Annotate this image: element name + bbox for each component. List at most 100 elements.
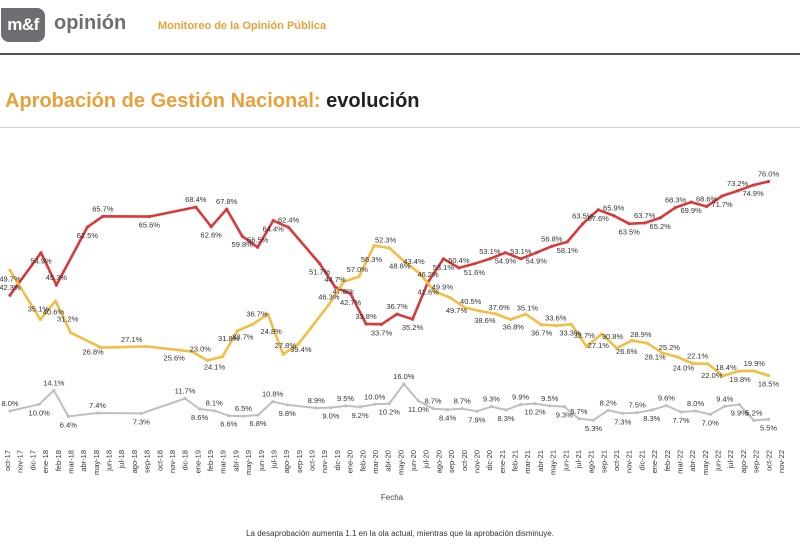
data-point-gray: [504, 408, 508, 412]
data-point-yellow: [554, 324, 558, 328]
data-label-yellow: 22.1%: [687, 352, 709, 361]
x-tick-label: nov-18: [168, 450, 177, 473]
data-point-red: [39, 251, 43, 255]
data-label-gray: 7.5%: [629, 401, 646, 410]
data-label-yellow: 23.0%: [190, 344, 212, 353]
data-label-yellow: 18.5%: [758, 380, 780, 389]
data-point-red: [565, 240, 569, 244]
data-point-yellow: [675, 355, 680, 359]
data-point-yellow: [600, 332, 604, 336]
data-point-gray: [8, 409, 12, 413]
data-label-gray: 9.5%: [541, 394, 558, 403]
data-label-yellow: 31.8%: [218, 334, 240, 343]
data-point-gray: [95, 411, 100, 415]
data-point-red: [457, 266, 461, 270]
data-label-yellow: 27.8%: [275, 341, 297, 350]
x-tick-label: dic-19: [333, 450, 342, 470]
data-point-red: [441, 257, 445, 261]
data-label-red: 73.2%: [727, 179, 749, 188]
data-point-red: [333, 285, 337, 289]
data-point-gray: [606, 408, 610, 412]
data-point-yellow: [524, 312, 528, 316]
page-title: Aprobación de Gestión Nacional: evolució…: [5, 90, 420, 113]
x-tick-label: feb-19: [206, 450, 215, 471]
data-label-red: 63.5%: [619, 228, 641, 237]
data-point-gray: [66, 414, 70, 418]
x-tick-label: ago-22: [739, 450, 748, 473]
data-point-yellow: [357, 275, 361, 279]
data-label-yellow: 36.7%: [531, 329, 553, 338]
data-point-red: [766, 179, 771, 184]
x-tick-label: dic-20: [485, 450, 494, 470]
data-label-gray: 8.7%: [424, 397, 441, 406]
x-tick-label: may-22: [701, 450, 710, 475]
data-point-red: [209, 225, 213, 229]
data-point-gray: [650, 408, 654, 412]
data-point-gray: [241, 414, 245, 418]
data-label-yellow: 30.8%: [602, 332, 624, 341]
data-point-yellow: [69, 331, 73, 335]
data-label-gray: 8.2%: [600, 398, 617, 407]
data-label-gray: 6.8%: [249, 419, 266, 428]
x-tick-label: oct-18: [155, 450, 164, 471]
x-axis-label: Fecha: [381, 493, 404, 502]
data-label-yellow: 38.6%: [474, 316, 496, 325]
data-point-gray: [358, 405, 362, 409]
data-point-red: [101, 214, 105, 218]
data-label-gray: 5.5%: [760, 423, 777, 432]
data-label-gray: 6.5%: [235, 404, 252, 413]
data-point-red: [194, 205, 198, 209]
data-point-gray: [752, 418, 756, 422]
x-tick-label: jun-22: [714, 450, 723, 472]
x-tick-label: feb-20: [358, 450, 367, 471]
data-label-gray: 8.0%: [1, 399, 18, 408]
data-point-yellow: [418, 271, 422, 275]
data-point-yellow: [266, 312, 270, 316]
data-point-yellow: [281, 352, 285, 356]
x-tick-label: jun-20: [409, 450, 418, 472]
data-point-red: [643, 221, 647, 225]
data-label-yellow: 18.4%: [715, 363, 737, 372]
data-label-red: 68.6%: [696, 195, 718, 204]
x-tick-label: jul-18: [117, 450, 126, 469]
data-point-gray: [518, 403, 523, 407]
data-label-yellow: 48.8%: [389, 261, 411, 270]
data-point-gray: [198, 407, 202, 411]
data-point-gray: [635, 411, 639, 415]
data-label-gray: 9.9%: [731, 409, 748, 418]
data-point-red: [85, 225, 89, 229]
x-tick-label: abr-19: [231, 450, 240, 472]
x-tick-label: mar-19: [219, 450, 228, 474]
data-label-red: 54.9%: [526, 257, 548, 266]
x-tick-label: jul-19: [270, 450, 279, 469]
page-title-main: evolución: [326, 90, 420, 112]
data-point-gray: [402, 382, 406, 386]
data-label-yellow: 33.7%: [574, 331, 596, 340]
data-point-gray: [343, 404, 348, 408]
data-label-yellow: 41.6%: [418, 288, 440, 297]
data-point-red: [503, 251, 507, 255]
data-label-gray: 5.3%: [585, 424, 602, 433]
data-label-yellow: 49.9%: [432, 283, 454, 292]
data-label-gray: 11.7%: [175, 387, 196, 396]
data-label-red: 54.9%: [495, 257, 517, 266]
data-point-red: [256, 245, 260, 249]
data-label-gray: 10.0%: [29, 408, 51, 417]
data-label-yellow: 24.8%: [261, 327, 283, 336]
data-label-yellow: 24.1%: [204, 363, 226, 372]
data-label-yellow: 46.3%: [318, 293, 340, 302]
data-label-yellow: 49.7%: [0, 274, 21, 283]
data-label-red: 35.2%: [402, 323, 424, 332]
data-label-yellow: 33.6%: [545, 314, 567, 323]
data-point-gray: [679, 410, 683, 414]
data-point-gray: [52, 388, 56, 392]
data-label-gray: 7.4%: [89, 401, 106, 410]
data-label-gray: 8.3%: [497, 414, 514, 423]
data-label-red: 51.7%: [309, 268, 331, 277]
data-label-yellow: 27.1%: [121, 335, 143, 344]
x-tick-label: nov-20: [473, 450, 482, 473]
data-point-yellow: [220, 355, 224, 359]
x-tick-label: jun-18: [105, 450, 114, 472]
data-point-yellow: [53, 299, 58, 303]
data-label-gray: 9.0%: [322, 412, 339, 421]
